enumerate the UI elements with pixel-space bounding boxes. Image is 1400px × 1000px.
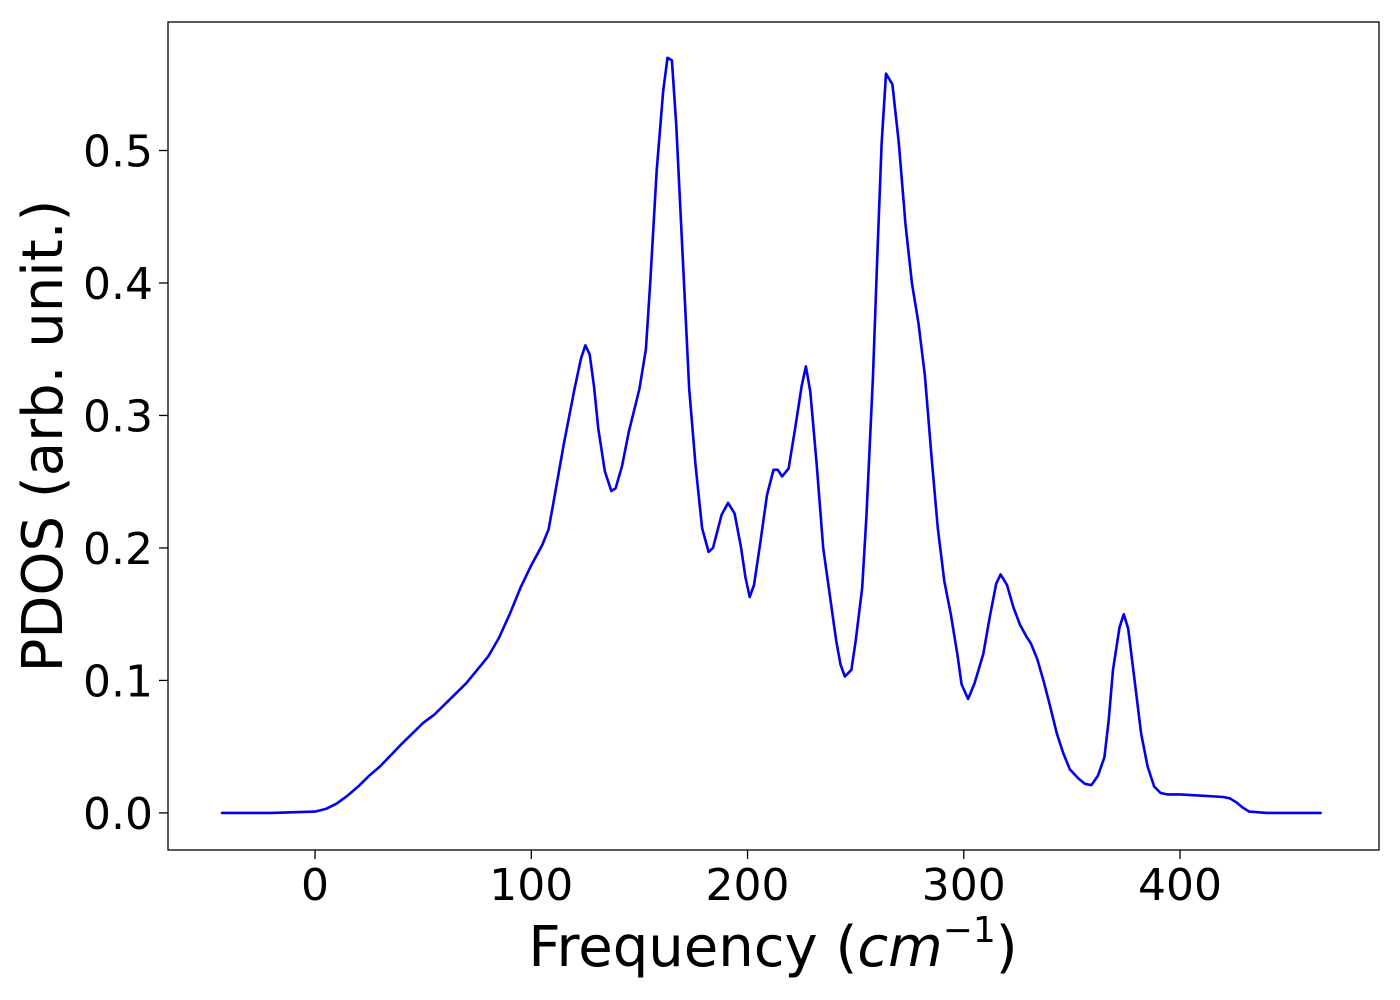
x-axis-label-close: ) <box>996 915 1018 980</box>
x-axis-unit: cm <box>857 915 942 980</box>
y-tick-label: 0.1 <box>83 656 153 707</box>
x-tick-label: 300 <box>922 860 1006 911</box>
x-tick-label: 0 <box>301 860 329 911</box>
y-tick-label: 0.2 <box>83 524 153 575</box>
x-tick-label: 100 <box>489 860 573 911</box>
x-axis-label: Frequency (cm−1) <box>528 910 1017 980</box>
x-tick-label: 200 <box>706 860 790 911</box>
y-tick-label: 0.0 <box>83 789 153 840</box>
pdos-series-line <box>220 56 1322 815</box>
y-tick-label: 0.3 <box>83 391 153 442</box>
axis-ticks: 0 100 200 300 400 0.0 0.1 0.2 0.3 0.4 0.5 <box>83 127 1222 911</box>
y-tick-label: 0.4 <box>83 259 153 310</box>
y-tick-label: 0.5 <box>83 127 153 178</box>
plot-area <box>220 56 1322 815</box>
y-axis-label: PDOS (arb. unit.) <box>11 200 76 673</box>
plot-frame <box>167 21 1380 851</box>
x-axis-unit-exponent: −1 <box>943 910 996 951</box>
x-tick-label: 400 <box>1138 860 1222 911</box>
